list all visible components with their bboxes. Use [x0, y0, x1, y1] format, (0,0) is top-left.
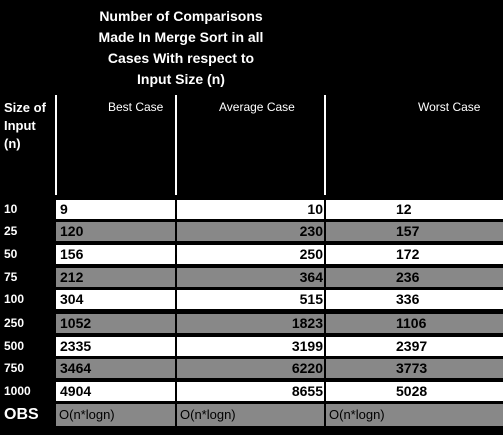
obs-worst: O(n*logn)	[326, 404, 503, 426]
header-size: Size of Input (n)	[4, 100, 46, 151]
column-divider	[324, 95, 326, 195]
average-case-cell: 230	[177, 222, 324, 241]
title-line: Cases With respect to	[107, 50, 255, 66]
table-row: 1000 4904 8655 5028	[0, 382, 503, 401]
size-cell: 1000	[0, 382, 55, 401]
worst-case-cell: 12	[326, 200, 503, 219]
table-row: 750 3464 6220 3773	[0, 359, 503, 378]
obs-best: O(n*logn)	[56, 404, 175, 426]
size-cell: 500	[0, 337, 55, 356]
size-cell: 250	[0, 314, 55, 333]
obs-row: OBS O(n*logn) O(n*logn) O(n*logn)	[0, 404, 503, 426]
average-case-cell: 515	[177, 290, 324, 309]
best-case-cell: 3464	[56, 359, 175, 378]
worst-case-cell: 336	[326, 290, 503, 309]
best-case-cell: 1052	[56, 314, 175, 333]
average-case-cell: 6220	[177, 359, 324, 378]
worst-case-cell: 236	[326, 268, 503, 287]
best-case-cell: 4904	[56, 382, 175, 401]
best-case-cell: 9	[56, 200, 175, 219]
size-cell: 750	[0, 359, 55, 378]
average-case-cell: 8655	[177, 382, 324, 401]
table-title: Number of Comparisons Made In Merge Sort…	[50, 6, 312, 90]
obs-average: O(n*logn)	[177, 404, 324, 426]
size-cell: 75	[0, 268, 55, 287]
worst-case-cell: 5028	[326, 382, 503, 401]
size-cell: 25	[0, 222, 55, 241]
table-row: 10 9 10 12	[0, 200, 503, 219]
title-line: Number of Comparisons	[99, 8, 263, 24]
worst-case-cell: 172	[326, 245, 503, 264]
average-case-cell: 10	[177, 200, 324, 219]
average-case-cell: 364	[177, 268, 324, 287]
worst-case-cell: 2397	[326, 337, 503, 356]
worst-case-cell: 1106	[326, 314, 503, 333]
title-line: Input Size (n)	[137, 71, 225, 87]
best-case-cell: 304	[56, 290, 175, 309]
column-divider	[175, 95, 177, 195]
obs-label: OBS	[0, 404, 55, 426]
table-row: 500 2335 3199 2397	[0, 337, 503, 356]
size-cell: 50	[0, 245, 55, 264]
table-row: 25 120 230 157	[0, 222, 503, 241]
table-row: 75 212 364 236	[0, 268, 503, 287]
header-best-case: Best Case	[108, 100, 164, 114]
header-average-case: Average Case	[219, 100, 295, 114]
table-row: 100 304 515 336	[0, 290, 503, 309]
best-case-cell: 2335	[56, 337, 175, 356]
size-cell: 100	[0, 290, 55, 309]
table-row: 50 156 250 172	[0, 245, 503, 264]
size-cell: 10	[0, 200, 55, 219]
average-case-cell: 1823	[177, 314, 324, 333]
worst-case-cell: 157	[326, 222, 503, 241]
header-worst-case: Worst Case	[418, 100, 481, 114]
worst-case-cell: 3773	[326, 359, 503, 378]
table-row: 250 1052 1823 1106	[0, 314, 503, 333]
title-line: Made In Merge Sort in all	[98, 29, 264, 45]
average-case-cell: 3199	[177, 337, 324, 356]
average-case-cell: 250	[177, 245, 324, 264]
best-case-cell: 212	[56, 268, 175, 287]
column-divider	[55, 95, 57, 195]
best-case-cell: 156	[56, 245, 175, 264]
best-case-cell: 120	[56, 222, 175, 241]
